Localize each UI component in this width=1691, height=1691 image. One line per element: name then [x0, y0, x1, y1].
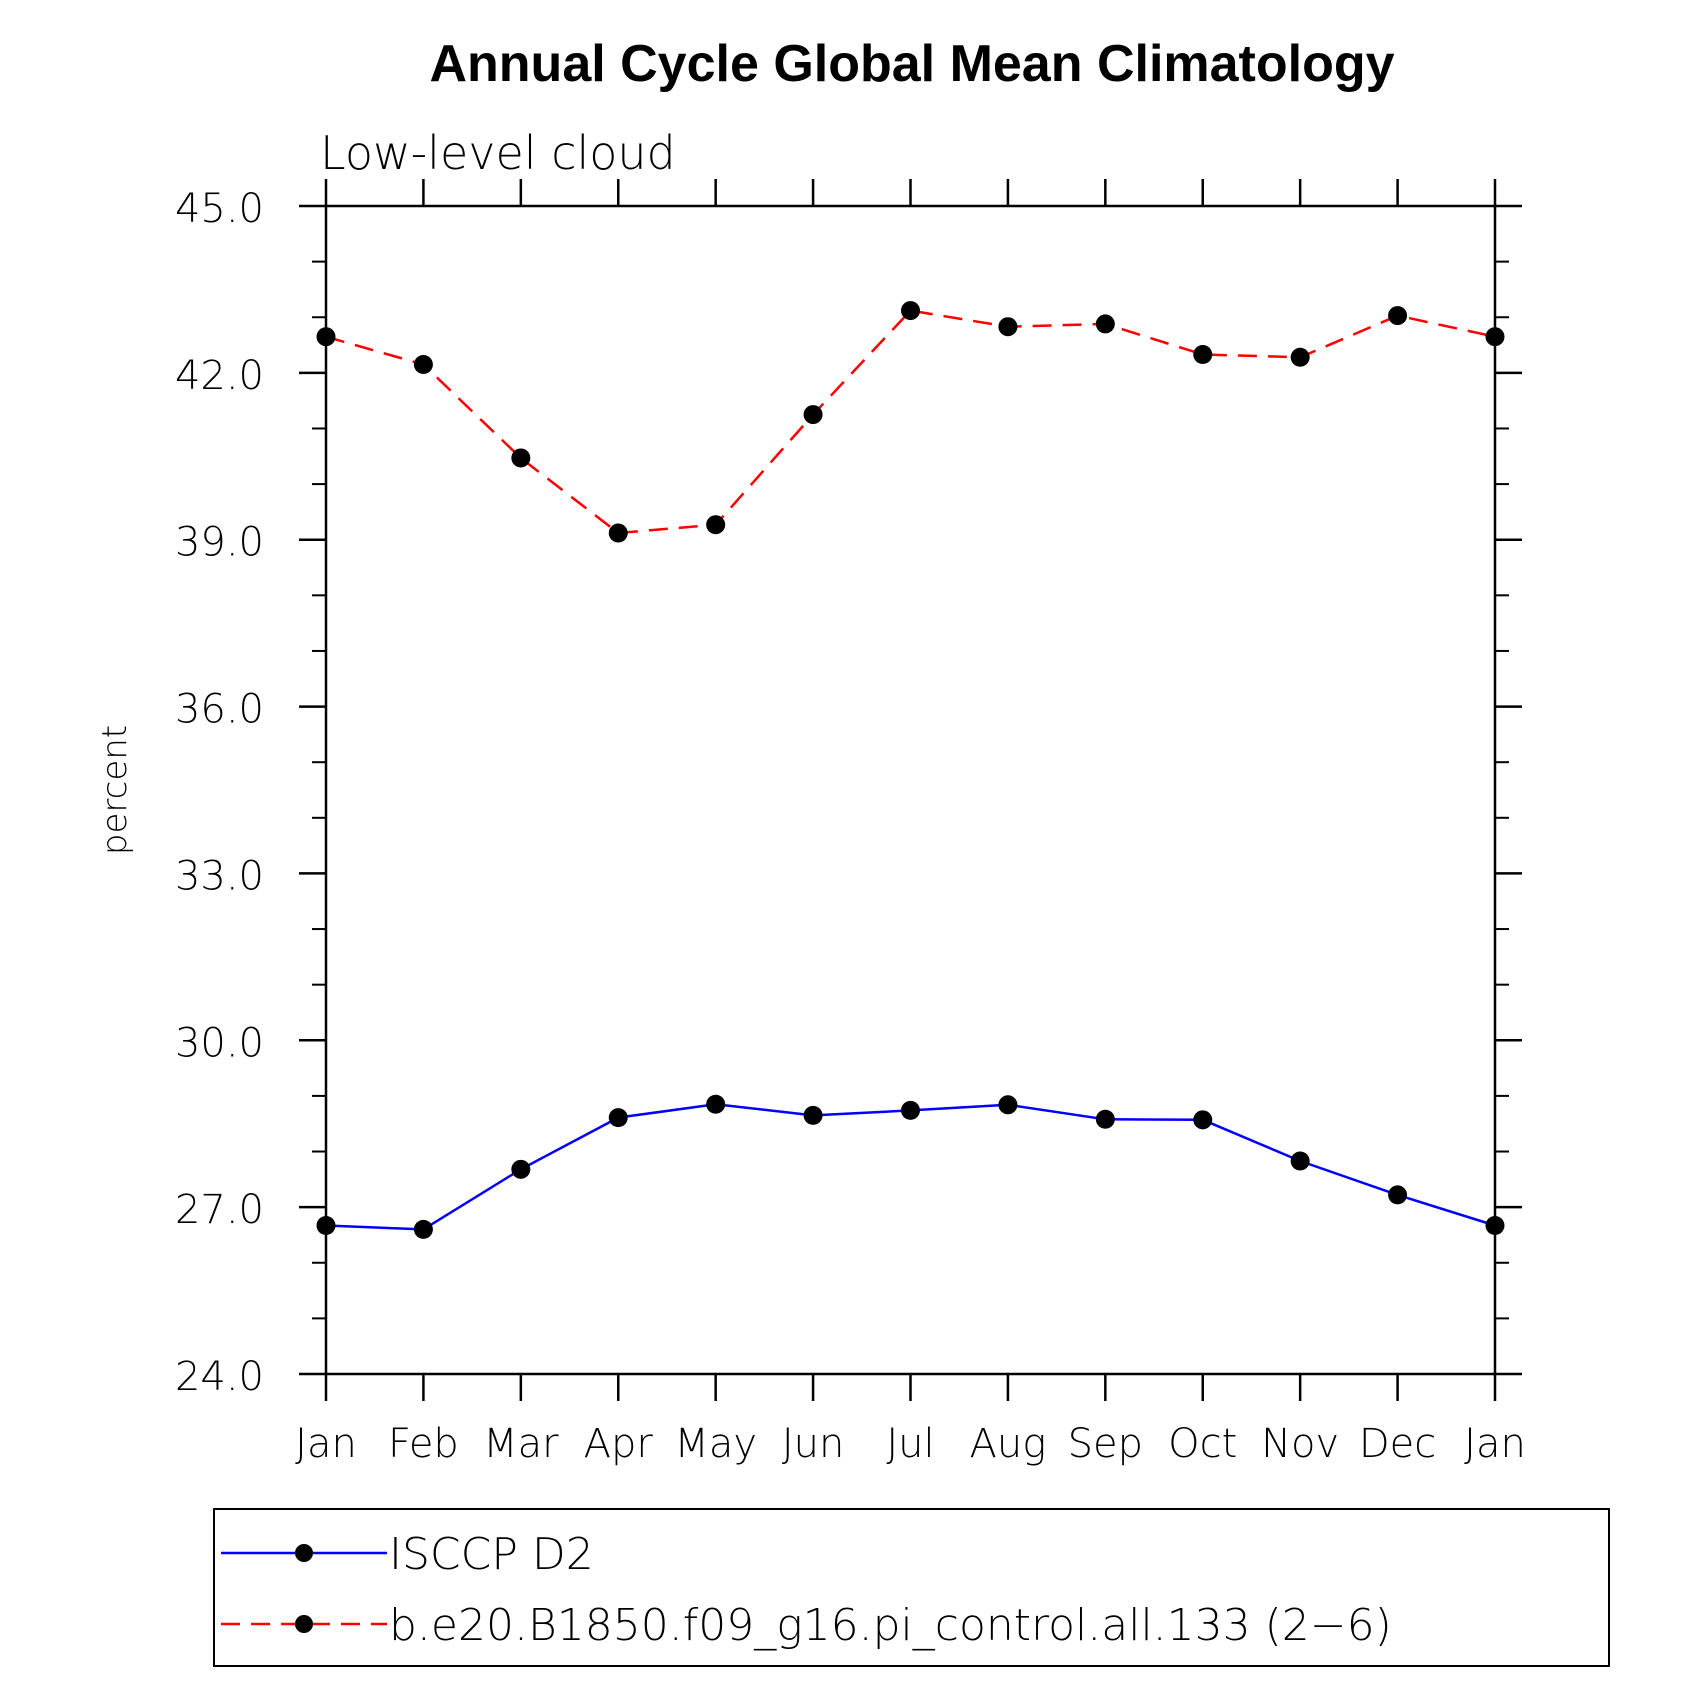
x-tick-label: Oct: [1168, 1421, 1237, 1467]
data-point: [901, 1100, 920, 1120]
x-tick-label: Dec: [1359, 1421, 1436, 1467]
x-tick-label: Jul: [886, 1421, 934, 1467]
y-tick-label: 42.0: [175, 353, 264, 399]
data-point: [1388, 1185, 1408, 1205]
y-tick-label: 33.0: [175, 853, 264, 899]
data-point: [608, 1108, 628, 1128]
legend: ISCCP D2 b.e20.B1850.f09_g16.pi_control.…: [213, 1508, 1610, 1667]
data-point: [413, 355, 433, 375]
legend-marker-model: [295, 1615, 313, 1633]
data-point: [1388, 306, 1408, 326]
y-tick-label: 24.0: [175, 1354, 264, 1400]
axis-ticks: [299, 179, 1522, 1401]
y-tick-label: 45.0: [175, 186, 264, 232]
data-point: [1485, 327, 1505, 347]
legend-box: [213, 1508, 1610, 1667]
x-tick-label: Aug: [970, 1421, 1047, 1467]
data-point: [1290, 1151, 1310, 1171]
data-point: [998, 317, 1018, 337]
series-1: [316, 301, 1505, 543]
x-tick-label: Jun: [782, 1421, 845, 1467]
plot-frame: [324, 204, 1497, 1376]
y-tick-label: 30.0: [175, 1020, 264, 1066]
data-point: [511, 448, 531, 468]
data-point: [803, 1105, 823, 1125]
x-tick-label: Mar: [483, 1421, 559, 1467]
data-point: [608, 523, 628, 543]
legend-label-model: b.e20.B1850.f09_g16.pi_control.all.133 (…: [389, 1600, 1392, 1651]
legend-label-isccp: ISCCP D2: [389, 1529, 594, 1580]
x-tick-label: May: [674, 1421, 757, 1467]
data-point: [1095, 1109, 1115, 1129]
y-tick-labels: 24.0 27.0 30.0 33.0 36.0 39.0 42.0 45.0: [175, 186, 264, 1400]
y-axis-label: percent: [95, 725, 135, 855]
series-line: [325, 1102, 1496, 1231]
series-0: [316, 1094, 1505, 1239]
series-layer: [316, 301, 1505, 1239]
chart-subtitle: Low-level cloud: [320, 126, 676, 180]
data-point: [1485, 1215, 1505, 1235]
data-point: [706, 1094, 726, 1114]
x-tick-label: Nov: [1261, 1421, 1339, 1467]
y-tick-label: 36.0: [175, 687, 264, 733]
data-point: [413, 1219, 433, 1239]
data-point: [1193, 345, 1213, 365]
x-tick-label: Apr: [584, 1421, 654, 1467]
x-tick-label: Feb: [388, 1421, 459, 1467]
y-tick-label: 39.0: [175, 520, 264, 566]
data-point: [803, 405, 823, 425]
data-point: [316, 1215, 336, 1235]
x-tick-label: Sep: [1068, 1421, 1143, 1467]
data-point: [316, 327, 336, 347]
data-point: [706, 515, 726, 535]
data-point: [1290, 347, 1310, 367]
x-tick-label: Jan: [295, 1421, 357, 1467]
series-line: [325, 309, 1496, 535]
legend-marker-isccp: [295, 1544, 313, 1562]
data-point: [1193, 1110, 1213, 1130]
x-tick-labels: Jan Feb Mar Apr May Jun Jul Aug Sep Oct Nov Dec Jan: [295, 1421, 1526, 1467]
data-point: [1095, 314, 1115, 334]
x-tick-label: Jan: [1464, 1421, 1526, 1467]
chart-title: Annual Cycle Global Mean Climatology: [429, 35, 1394, 93]
y-tick-label: 27.0: [175, 1187, 264, 1233]
data-point: [998, 1095, 1018, 1115]
data-point: [511, 1159, 531, 1179]
data-point: [901, 301, 920, 321]
